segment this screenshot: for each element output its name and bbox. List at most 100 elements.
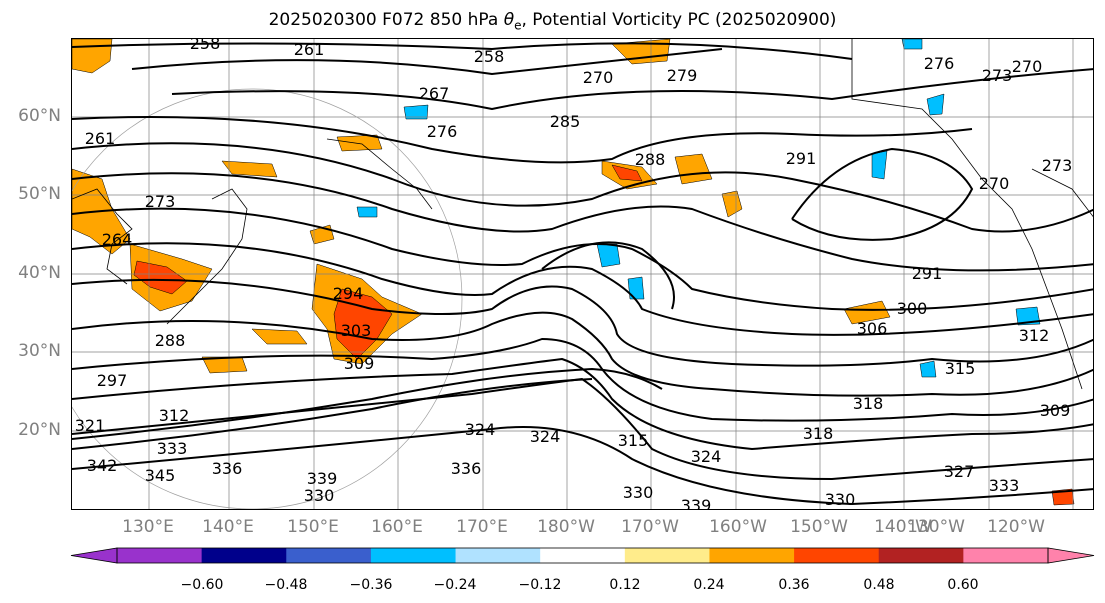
colorbar-segment (117, 548, 203, 563)
map-panel: 258 261 258 270 279 276 273 270 267 276 … (71, 38, 1094, 510)
colorbar-segment (794, 548, 880, 563)
contour-label: 303 (341, 321, 372, 340)
lon-label-130w-visible: 130°W (907, 517, 965, 537)
contour-label: 342 (87, 456, 118, 475)
contour-label: 327 (944, 462, 975, 481)
contour-label: 273 (982, 66, 1013, 85)
pv-patch-orange (251, 328, 308, 345)
colorbar-tick-label: 0.48 (863, 577, 895, 593)
contour-label: 267 (419, 84, 450, 103)
contour-labels: 258 261 258 270 279 276 273 270 267 276 … (75, 39, 1073, 510)
lon-label-170w: 170°W (621, 517, 679, 537)
lon-label-150w: 150°W (790, 517, 848, 537)
lat-label-20n: 20°N (18, 420, 61, 440)
map-canvas: 258 261 258 270 279 276 273 270 267 276 … (72, 39, 1093, 510)
colorbar-extend-left (70, 547, 118, 564)
colorbar-segment (540, 548, 626, 563)
lat-label-60n: 60°N (18, 106, 61, 126)
pv-patch-orange (721, 190, 743, 218)
contour-label: 315 (945, 359, 976, 378)
colorbar-segment (878, 548, 964, 563)
lat-label-50n: 50°N (18, 184, 61, 204)
lat-label-30n: 30°N (18, 341, 61, 361)
map-title: 2025020300 F072 850 hPa θe, Potential Vo… (268, 10, 837, 33)
contour-label: 336 (212, 459, 243, 478)
lon-label-140w: 140°W (874, 517, 932, 537)
colorbar-tick-label: 0.24 (693, 577, 725, 593)
contour-label: 273 (1042, 156, 1073, 175)
contour-label: 276 (427, 122, 458, 141)
pv-patch-blue (926, 93, 945, 116)
pv-patch-orange (843, 300, 891, 325)
colorbar-tick-label: −0.24 (433, 577, 477, 593)
colorbar-border (116, 547, 1049, 564)
contour-label: 330 (623, 483, 654, 502)
lon-label-170e: 170°E (456, 517, 508, 537)
colorbar-segment (370, 548, 457, 563)
colorbar-tick-label: 0.60 (947, 577, 979, 593)
contour-label: 291 (786, 149, 817, 168)
colorbar-tick-label: −0.12 (518, 577, 562, 593)
colorbar-segment (963, 548, 1049, 563)
lon-label-130e: 130°E (122, 517, 174, 537)
contour-label: 324 (465, 420, 496, 439)
lon-label-180w: 180°W (537, 517, 595, 537)
pv-patch-blue (403, 104, 429, 120)
contour-label: 345 (145, 466, 176, 485)
contour-label: 339 (681, 496, 712, 510)
pv-patch-red (611, 164, 643, 182)
pv-patch-orange (336, 134, 383, 152)
contour-label: 288 (155, 331, 186, 350)
contour-label: 318 (803, 424, 834, 443)
contour-label: 333 (157, 439, 188, 458)
colorbar-segment (709, 548, 795, 563)
contour-label: 321 (75, 416, 106, 435)
colorbar-segment (455, 548, 541, 563)
contour-label: 312 (159, 406, 190, 425)
contour-label: 294 (333, 284, 364, 303)
contour-label: 297 (97, 371, 128, 390)
colorbar-segment (624, 548, 710, 563)
theta-e-contours (72, 42, 1093, 506)
contour-label: 270 (979, 174, 1010, 193)
colorbar-segment (201, 548, 287, 563)
contour-label: 270 (583, 68, 614, 87)
contour-label: 330 (825, 490, 856, 509)
colorbar-segments (70, 547, 1095, 564)
pv-patch-blue (901, 39, 923, 50)
contour-label: 324 (530, 427, 561, 446)
pv-patch-red (133, 260, 188, 295)
lat-lon-grid (72, 39, 1093, 509)
contour-label: 315 (618, 431, 649, 450)
contour-label: 306 (857, 319, 888, 338)
colorbar-tick-label: −0.48 (264, 577, 308, 593)
contour-label: 273 (145, 192, 176, 211)
contour-label: 324 (691, 447, 722, 466)
contour-label: 300 (897, 299, 928, 318)
colorbar-tick-label: −0.36 (349, 577, 393, 593)
contour-label: 318 (853, 394, 884, 413)
colorbar-tick-label: 0.36 (778, 577, 810, 593)
contour-label: 309 (1040, 401, 1071, 420)
lat-label-40n: 40°N (18, 263, 61, 283)
contour-label: 339 (307, 469, 338, 488)
contour-label: 261 (85, 129, 116, 148)
contour-label: 258 (190, 39, 221, 53)
lon-label-120w: 120°W (987, 517, 1045, 537)
contour-label: 276 (924, 54, 955, 73)
colorbar-tick-label: −0.60 (180, 577, 224, 593)
contour-label: 270 (1012, 57, 1043, 76)
pv-patch-blue (1015, 306, 1041, 326)
contour-label: 264 (102, 230, 133, 249)
colorbar-tick-label: 0.12 (609, 577, 641, 593)
coastlines (72, 39, 1093, 390)
pv-patch-blue (356, 206, 378, 218)
contour-label: 336 (451, 459, 482, 478)
contour-label: 258 (474, 47, 505, 66)
contour-label: 285 (550, 112, 581, 131)
lon-label-160e: 160°E (371, 517, 423, 537)
contour-label: 288 (635, 150, 666, 169)
lon-label-140e: 140°E (202, 517, 254, 537)
contour-label: 330 (304, 486, 335, 505)
